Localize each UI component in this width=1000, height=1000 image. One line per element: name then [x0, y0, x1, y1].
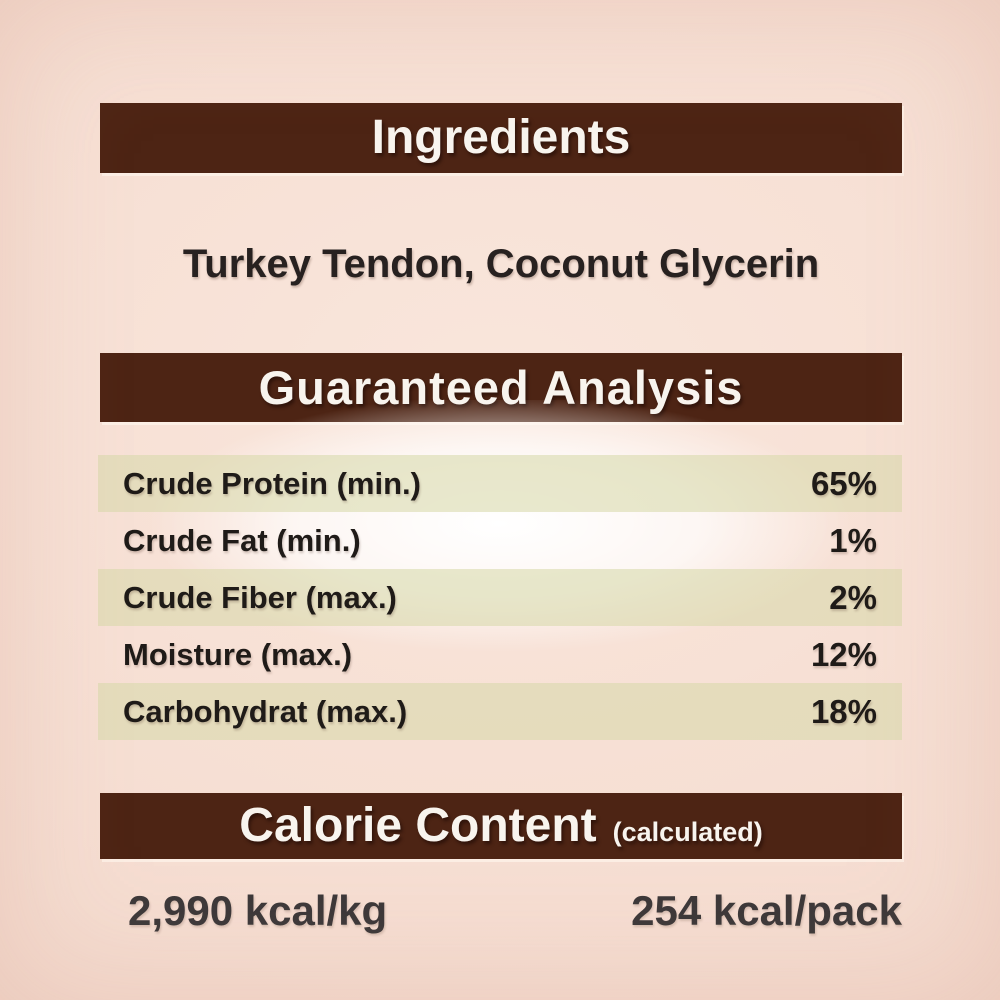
table-row: Crude Fiber (max.) 2%	[98, 569, 902, 626]
guaranteed-analysis-table: Crude Protein (min.) 65% Crude Fat (min.…	[98, 400, 902, 775]
ingredients-banner: Ingredients	[100, 103, 902, 173]
nutrient-value: 65%	[810, 464, 877, 502]
guaranteed-analysis-heading: Guaranteed Analysis	[258, 361, 744, 414]
calorie-values-row: 2,990 kcal/kg 254 kcal/pack	[100, 882, 902, 940]
table-row: Crude Protein (min.) 65%	[98, 455, 902, 512]
calorie-content-qualifier: (calculated)	[612, 817, 763, 847]
nutrient-name: Carbohydrat (max.)	[123, 693, 408, 729]
nutrient-name: Crude Fat (min.)	[123, 522, 361, 558]
nutrient-name: Moisture (max.)	[123, 636, 353, 672]
table-row: Crude Fat (min.) 1%	[98, 512, 902, 569]
nutrient-value: 2%	[829, 578, 877, 616]
table-row: Carbohydrat (max.) 18%	[98, 683, 902, 740]
calorie-per-kg: 2,990 kcal/kg	[128, 887, 388, 934]
nutrient-name: Crude Fiber (max.)	[123, 579, 397, 615]
calorie-content-banner: Calorie Content (calculated)	[100, 793, 902, 859]
ingredients-heading: Ingredients	[371, 111, 631, 164]
nutrient-name: Crude Protein (min.)	[123, 465, 421, 501]
calorie-per-pack: 254 kcal/pack	[631, 887, 902, 934]
table-row: Moisture (max.) 12%	[98, 626, 902, 683]
nutrient-value: 12%	[810, 635, 877, 673]
nutrient-value: 18%	[810, 692, 877, 730]
calorie-content-heading: Calorie Content	[239, 799, 597, 852]
nutrient-value: 1%	[829, 521, 877, 559]
guaranteed-analysis-banner: Guaranteed Analysis	[100, 353, 902, 422]
ingredients-list: Turkey Tendon, Coconut Glycerin	[182, 242, 820, 286]
